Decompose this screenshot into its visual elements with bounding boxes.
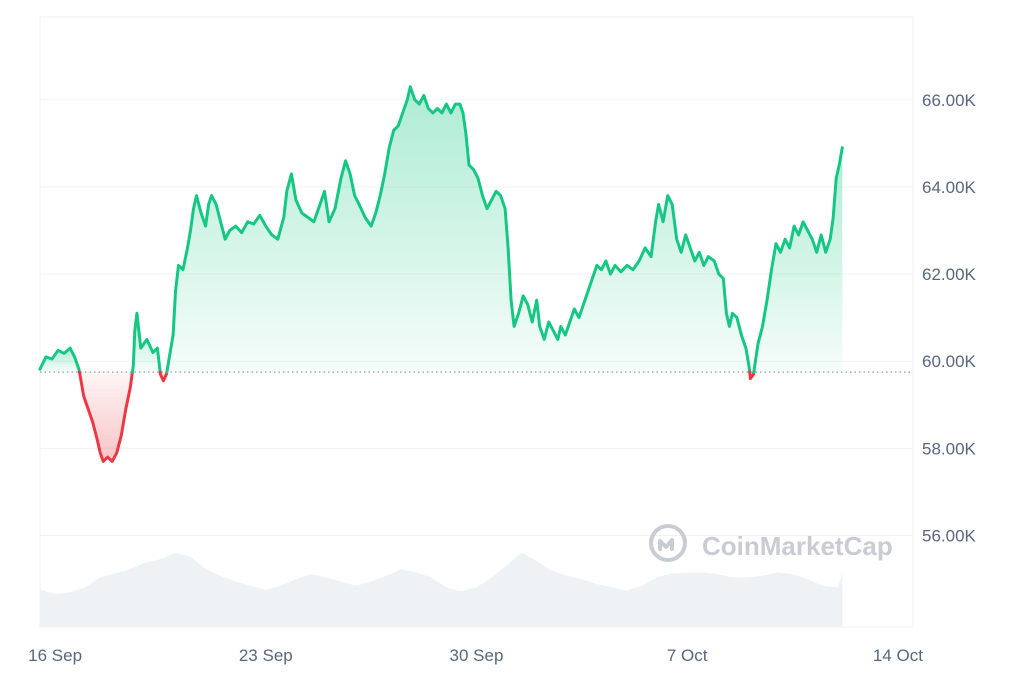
coinmarketcap-logo-icon [649, 524, 687, 562]
price-line-up [38, 346, 81, 374]
y-tick-label: 60.00K [922, 352, 977, 371]
watermark-text: CoinMarketCap [702, 531, 893, 561]
volume-shape [40, 552, 843, 627]
price-line-up [130, 311, 162, 374]
x-tick-label: 30 Sep [450, 646, 504, 665]
y-tick-label: 66.00K [922, 91, 977, 110]
watermark: CoinMarketCap [649, 524, 893, 562]
x-tick-label: 14 Oct [873, 646, 923, 665]
y-tick-label: 56.00K [922, 527, 977, 546]
y-tick-label: 58.00K [922, 439, 977, 458]
price-line-down [78, 370, 134, 463]
x-tick-label: 23 Sep [239, 646, 293, 665]
x-tick-label: 7 Oct [667, 646, 708, 665]
y-axis: 56.00K 58.00K 60.00K 62.00K 64.00K 66.00K [922, 91, 977, 546]
area-fill-up [753, 147, 843, 373]
y-tick-label: 62.00K [922, 265, 977, 284]
x-axis: 16 Sep 23 Sep 30 Sep 7 Oct 14 Oct [28, 646, 923, 665]
y-tick-label: 64.00K [922, 178, 977, 197]
price-line [38, 85, 844, 463]
volume-area [40, 552, 843, 627]
price-line-up [752, 146, 844, 374]
area-fill-up [166, 86, 750, 373]
area-fill-up [40, 348, 80, 373]
price-line-up [165, 85, 752, 374]
x-tick-label: 16 Sep [28, 646, 82, 665]
